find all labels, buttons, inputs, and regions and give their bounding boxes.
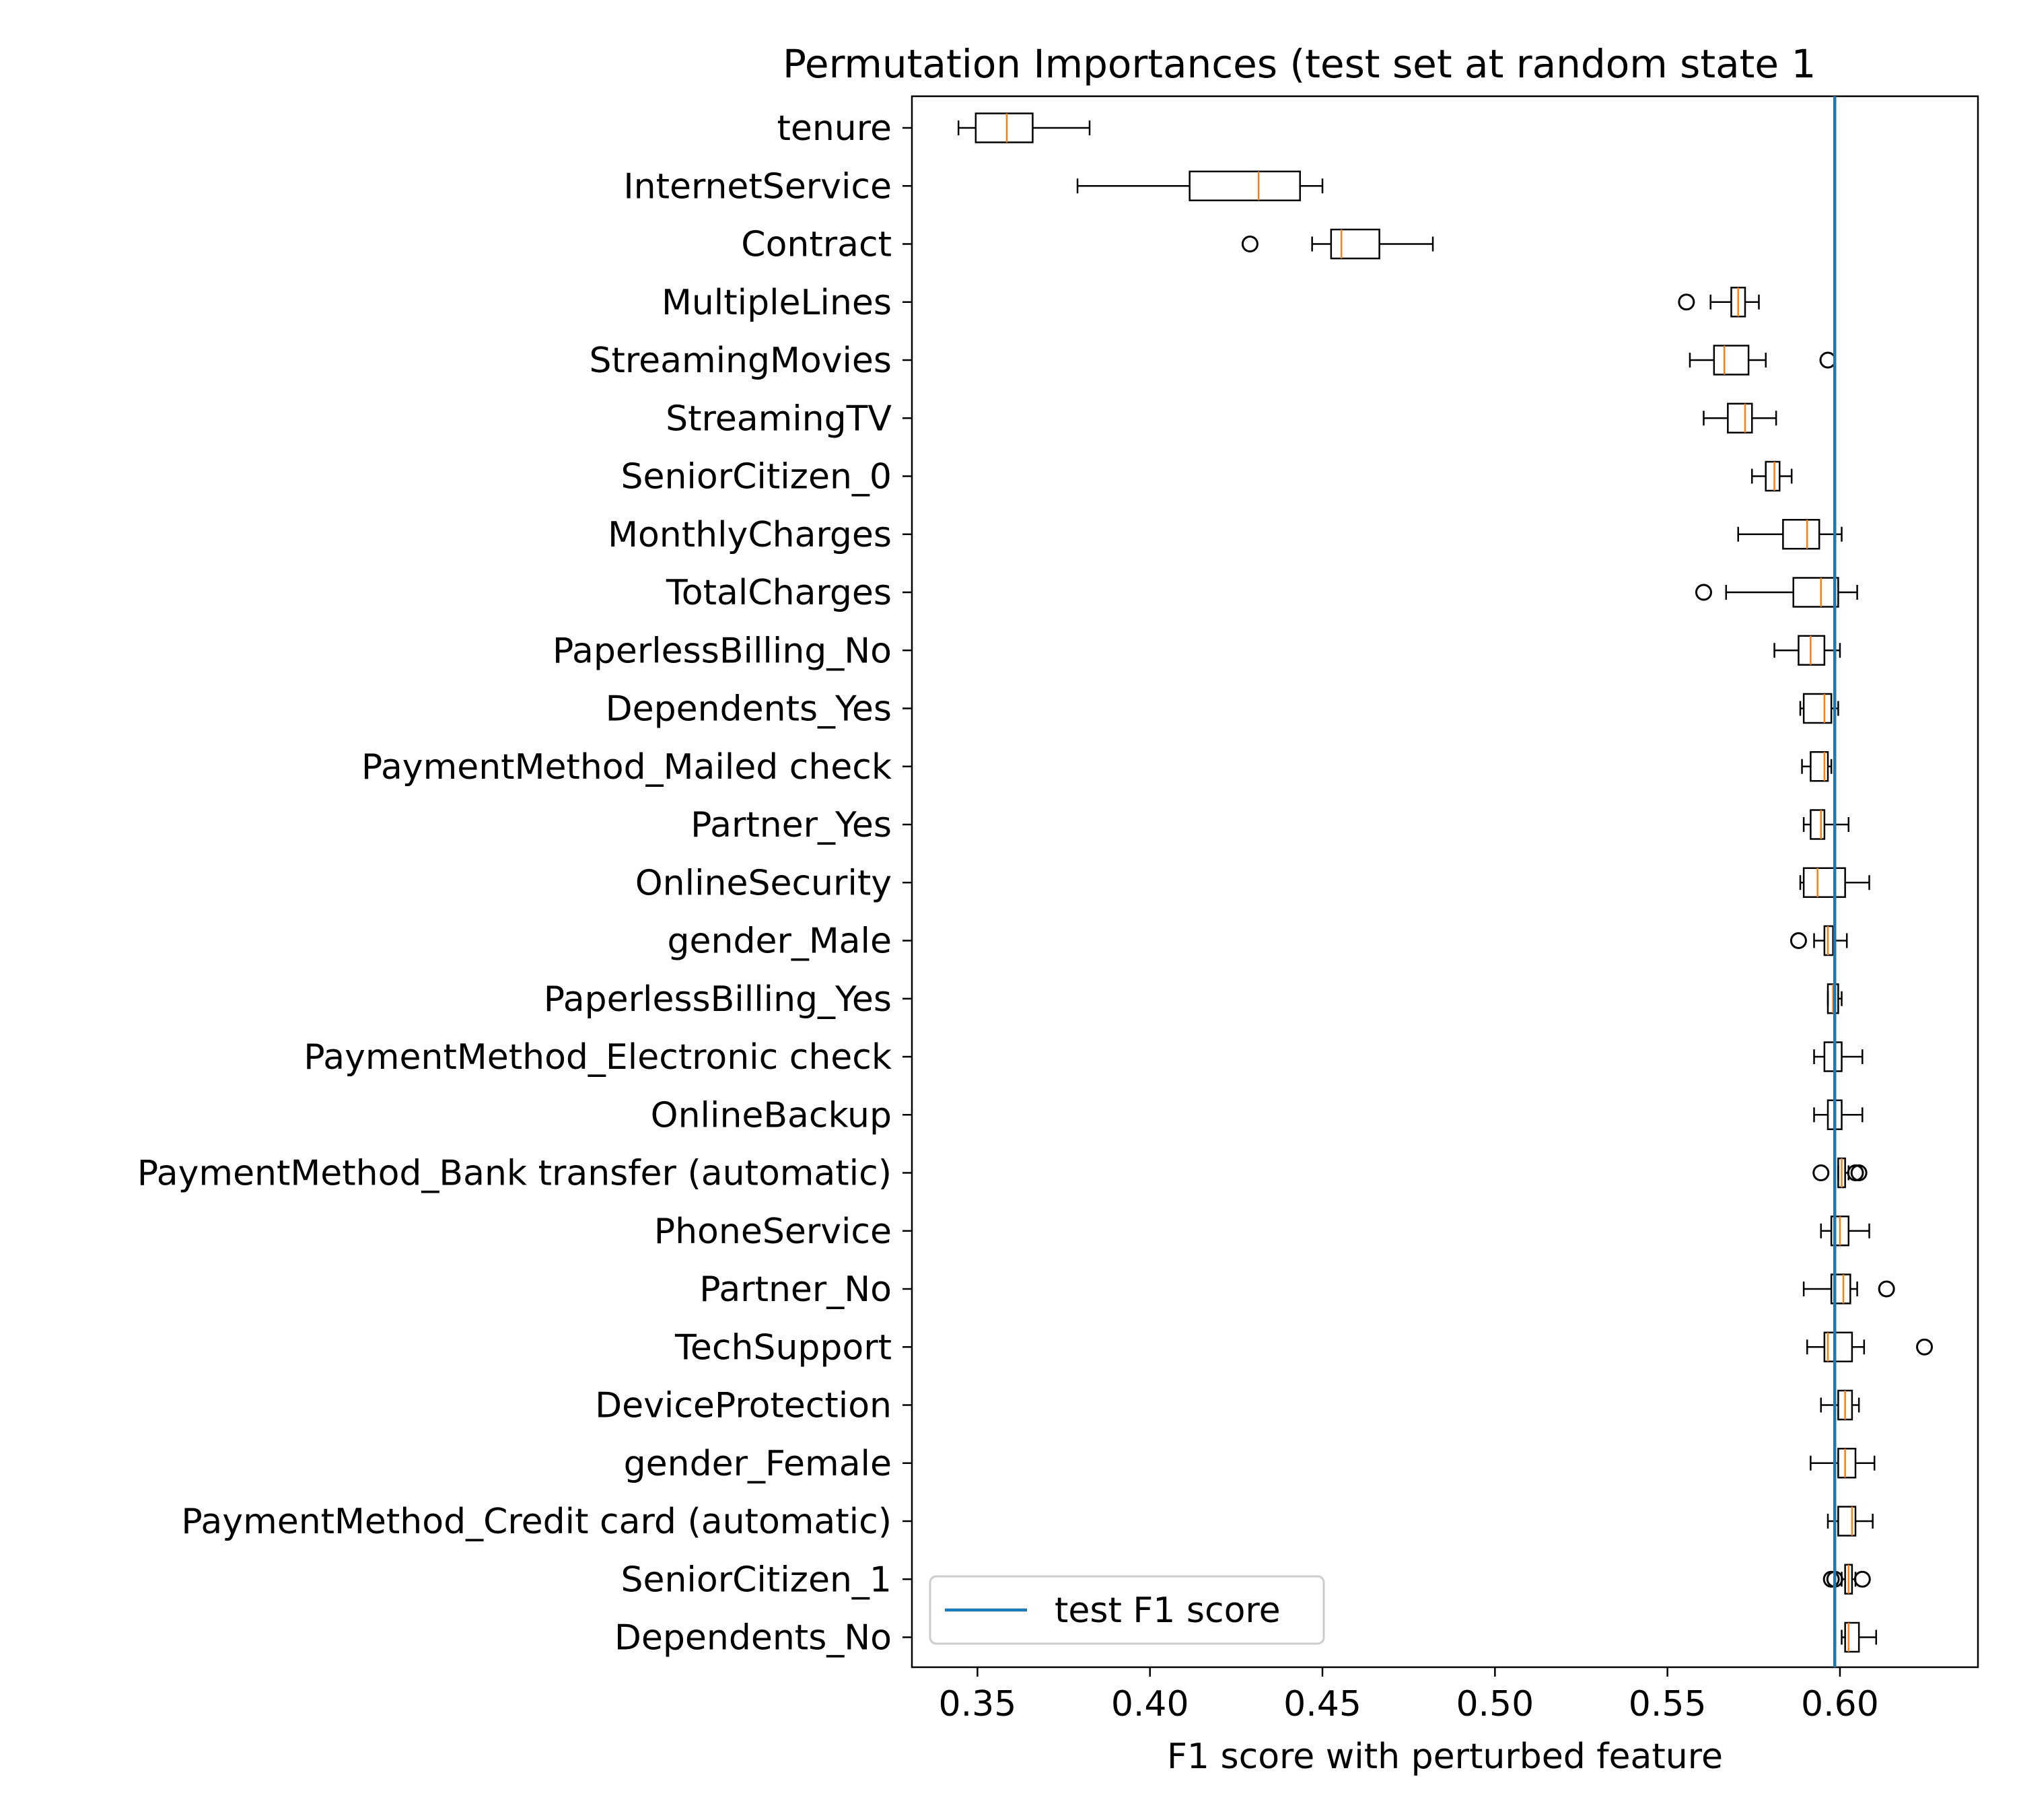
y-tick-label: DeviceProtection: [595, 1386, 892, 1426]
y-tick-label: Partner_Yes: [690, 805, 892, 845]
outlier-point: [1790, 932, 1807, 949]
x-axis-label: F1 score with perturbed feature: [1167, 1737, 1723, 1777]
y-tick-label: tenure: [777, 108, 892, 149]
box: [1830, 1273, 1851, 1304]
y-tick-label: PaymentMethod_Electronic check: [304, 1037, 892, 1078]
y-tick-label: TotalCharges: [666, 573, 892, 613]
box: [1798, 635, 1826, 666]
y-tick-label: Contract: [741, 225, 892, 265]
outlier-point: [1695, 584, 1712, 601]
box: [1189, 170, 1301, 201]
outlier-point: [1812, 1164, 1830, 1181]
y-tick-label: PaperlessBilling_Yes: [544, 979, 892, 1020]
x-tick-label: 0.60: [1801, 1684, 1879, 1724]
box: [975, 112, 1034, 143]
y-tick-label: OnlineBackup: [651, 1095, 892, 1135]
y-tick-label: PaperlessBilling_No: [553, 631, 892, 671]
outlier-point: [1241, 236, 1259, 252]
y-tick-label: TechSupport: [674, 1327, 892, 1368]
box: [1727, 403, 1753, 433]
box: [1810, 751, 1829, 782]
legend-label: test F1 score: [1055, 1590, 1281, 1631]
y-tick-label: MonthlyCharges: [608, 515, 892, 555]
y-tick-label: StreamingTV: [666, 398, 892, 439]
y-tick-label: SeniorCitizen_1: [621, 1560, 892, 1600]
y-tick-label: PaymentMethod_Credit card (automatic): [181, 1502, 892, 1542]
y-tick-label: PhoneService: [654, 1212, 892, 1252]
y-tick-label: PaymentMethod_Mailed check: [361, 747, 892, 788]
box: [1782, 519, 1820, 550]
y-tick-label: InternetService: [623, 166, 892, 207]
box: [1802, 693, 1833, 724]
x-tick-label: 0.55: [1629, 1684, 1707, 1724]
x-tick-label: 0.50: [1456, 1684, 1534, 1724]
y-tick-label: Partner_No: [699, 1269, 892, 1310]
box: [1837, 1448, 1857, 1479]
y-tick-label: MultipleLines: [662, 283, 892, 323]
x-tick-label: 0.35: [939, 1684, 1017, 1724]
y-tick-label: OnlineSecurity: [635, 863, 892, 903]
box: [1810, 809, 1826, 840]
outlier-point: [1678, 293, 1695, 311]
box: [1713, 345, 1750, 376]
box: [1823, 925, 1834, 956]
y-tick-label: PaymentMethod_Bank transfer (automatic): [137, 1154, 892, 1194]
x-tick-label: 0.40: [1111, 1684, 1189, 1724]
outlier-point: [1850, 1164, 1868, 1181]
legend: test F1 score: [929, 1575, 1325, 1645]
y-tick-label: StreamingMovies: [589, 341, 892, 381]
y-tick-label: Dependents_No: [614, 1618, 892, 1658]
outlier-point: [1878, 1280, 1895, 1298]
box: [1802, 867, 1846, 898]
box: [1844, 1621, 1860, 1653]
box: [1823, 1331, 1853, 1362]
legend-frame: [929, 1575, 1325, 1645]
box: [1330, 228, 1380, 260]
y-tick-label: SeniorCitizen_0: [621, 457, 892, 497]
plot-area: 0.35 0.40 0.45 0.50 0.55 0.60 tenure InternetSe…: [137, 95, 1979, 1724]
x-tick-label: 0.45: [1283, 1684, 1361, 1724]
outlier-point: [1853, 1570, 1871, 1588]
box: [1837, 1506, 1857, 1537]
y-tick-label: Dependents_Yes: [606, 689, 892, 730]
y-tick-label: gender_Female: [624, 1444, 892, 1484]
chart-title: Permutation Importances (test set at ran…: [783, 41, 1816, 87]
box: [1823, 1041, 1843, 1072]
box: [1792, 577, 1839, 608]
y-tick-label: gender_Male: [667, 921, 892, 962]
box: [1765, 460, 1781, 492]
outlier-point: [1916, 1338, 1934, 1356]
